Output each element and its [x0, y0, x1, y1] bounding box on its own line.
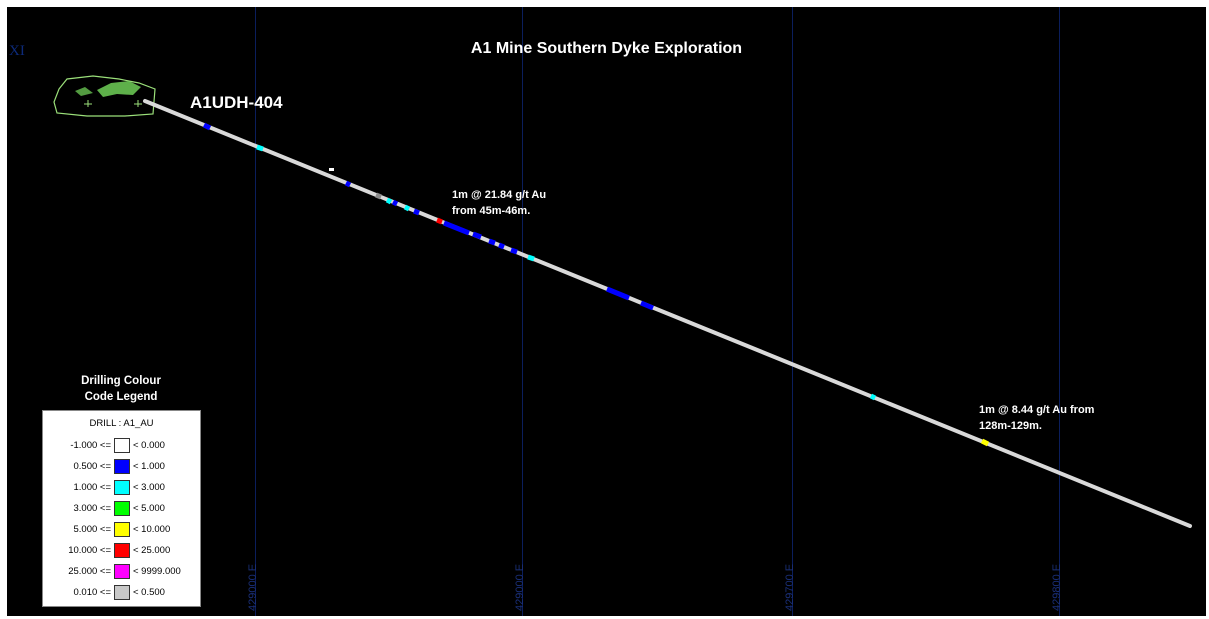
pit-fill — [97, 81, 141, 97]
grid-line — [1059, 7, 1060, 616]
legend-swatch — [114, 564, 130, 579]
legend-row-upper-bound: < 0.000 — [133, 440, 165, 451]
legend-row: 0.500 <= < 1.000 — [43, 459, 200, 475]
legend-row-upper-bound: < 10.000 — [133, 524, 171, 535]
legend-row: 0.010 <= < 0.500 — [43, 585, 200, 601]
assay-interval — [980, 438, 990, 447]
legend-swatch — [114, 459, 130, 474]
assay-interval — [375, 192, 382, 200]
grid-line — [255, 7, 256, 616]
legend-row-lower-bound: 5.000 <= — [73, 524, 111, 535]
legend-title-line-1: Drilling Colour — [81, 375, 161, 387]
legend-row: 1.000 <= < 3.000 — [43, 480, 200, 496]
legend-swatch — [114, 501, 130, 516]
legend-swatch — [114, 522, 130, 537]
corner-mark: XI — [9, 43, 25, 59]
legend-row-upper-bound: < 25.000 — [133, 545, 171, 556]
assay-interval — [510, 247, 518, 255]
section-view: 429000 E 429000 E 429700 E 429800 E XI — [7, 7, 1206, 616]
intercept-1-line-2: from 45m-46m. — [452, 205, 531, 217]
intercept-2-line-2: 128m-129m. — [979, 420, 1042, 432]
legend-swatch — [114, 543, 130, 558]
assay-interval — [869, 393, 877, 401]
assay-interval — [202, 122, 212, 131]
assay-interval — [472, 231, 482, 240]
section-title: A1 Mine Southern Dyke Exploration — [470, 40, 743, 57]
legend-box: DRILL : A1_AU -1.000 <= < 0.000 0.500 <=… — [42, 410, 201, 607]
legend-row-upper-bound: < 5.000 — [133, 503, 165, 514]
legend-row-upper-bound: < 9999.000 — [133, 566, 181, 577]
pit-outline — [53, 75, 156, 117]
legend-row-lower-bound: 1.000 <= — [73, 482, 111, 493]
legend-row-lower-bound: 3.000 <= — [73, 503, 111, 514]
legend-title-line-2: Code Legend — [84, 391, 158, 403]
assay-interval — [256, 144, 264, 152]
assay-interval — [436, 217, 443, 225]
legend-swatch — [114, 480, 130, 495]
assay-interval — [640, 300, 654, 311]
legend-row-lower-bound: 0.500 <= — [73, 461, 111, 472]
assay-interval — [488, 238, 496, 246]
legend-swatch — [114, 438, 130, 453]
assay-interval — [391, 199, 399, 207]
drill-hole-label: A1UDH-404 — [190, 93, 283, 112]
legend-row-lower-bound: 0.010 <= — [73, 587, 111, 598]
grid-line — [792, 7, 793, 616]
legend-row-lower-bound: -1.000 <= — [70, 440, 111, 451]
assay-interval — [413, 208, 420, 216]
legend-row-upper-bound: < 3.000 — [133, 482, 165, 493]
drill-trace — [143, 99, 1192, 528]
assay-interval — [527, 254, 535, 262]
legend-row: -1.000 <= < 0.000 — [43, 438, 200, 454]
legend-title: Drilling Colour Code Legend — [41, 373, 201, 405]
stray-mark — [329, 168, 334, 171]
drill-section-drawing — [53, 75, 1192, 528]
assay-interval — [443, 220, 470, 236]
legend-row-lower-bound: 10.000 <= — [68, 545, 111, 556]
assay-interval — [498, 242, 505, 250]
legend-row: 10.000 <= < 25.000 — [43, 543, 200, 559]
legend-row-lower-bound: 25.000 <= — [68, 566, 111, 577]
assay-interval — [344, 180, 352, 188]
legend-row: 3.000 <= < 5.000 — [43, 501, 200, 517]
legend-row-upper-bound: < 1.000 — [133, 461, 165, 472]
legend-row: 5.000 <= < 10.000 — [43, 522, 200, 538]
assay-interval — [403, 204, 411, 212]
legend-swatch — [114, 585, 130, 600]
assay-interval — [606, 286, 630, 301]
legend-row-upper-bound: < 0.500 — [133, 587, 165, 598]
legend-header: DRILL : A1_AU — [89, 418, 154, 429]
pit-fill-small — [75, 87, 93, 96]
intercept-annotation-1: 1m @ 21.84 g/t Au from 45m-46m. — [452, 187, 546, 219]
assay-interval — [385, 197, 393, 205]
legend-row: 25.000 <= < 9999.000 — [43, 564, 200, 580]
intercept-1-line-1: 1m @ 21.84 g/t Au — [452, 189, 547, 201]
grid-line — [522, 7, 523, 616]
intercept-2-line-1: 1m @ 8.44 g/t Au from — [979, 404, 1095, 416]
intercept-annotation-2: 1m @ 8.44 g/t Au from 128m-129m. — [979, 402, 1094, 434]
